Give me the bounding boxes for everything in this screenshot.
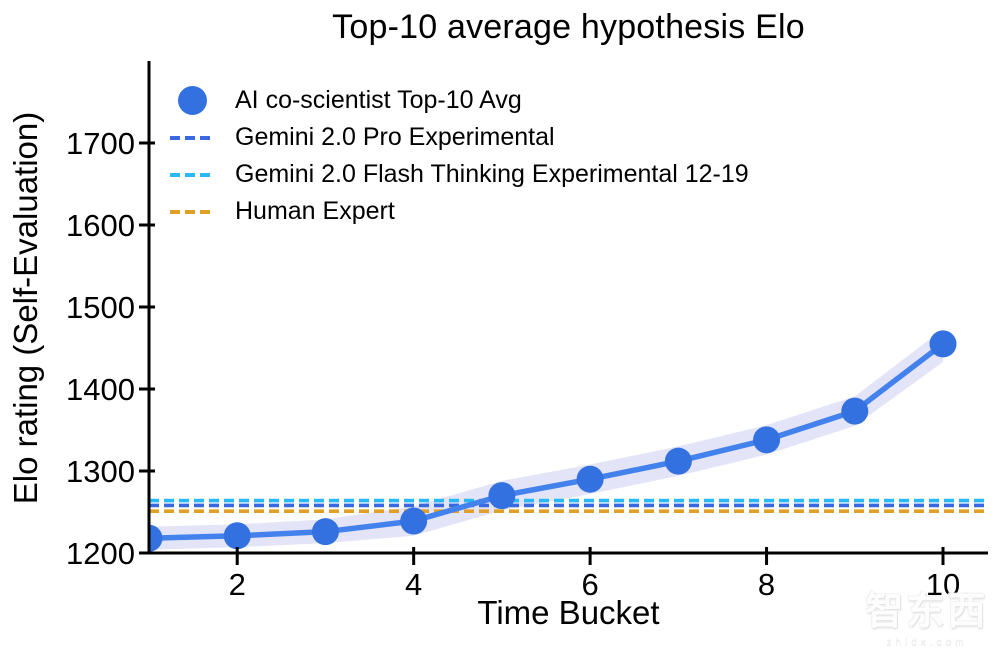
data-point <box>400 507 428 535</box>
data-point <box>223 522 251 550</box>
data-point <box>841 397 869 425</box>
legend-item-gemini-pro: Gemini 2.0 Pro Experimental <box>170 119 749 156</box>
y-tick-label: 1200 <box>66 536 135 571</box>
x-tick-label: 10 <box>926 567 960 602</box>
data-point <box>311 518 339 546</box>
x-tick-label: 4 <box>405 567 422 602</box>
data-point <box>576 465 604 493</box>
y-tick-label: 1300 <box>66 454 135 489</box>
legend-dash-marker-icon <box>170 172 214 177</box>
x-axis-label: Time Bucket <box>477 594 660 631</box>
legend-label: AI co-scientist Top-10 Avg <box>235 86 522 114</box>
y-tick-label: 1500 <box>66 290 135 325</box>
data-point <box>488 482 516 510</box>
data-point <box>929 330 957 358</box>
legend-label: Gemini 2.0 Pro Experimental <box>235 123 555 151</box>
y-tick-label: 1600 <box>66 208 135 243</box>
legend-item-gemini-flash-thinking: Gemini 2.0 Flash Thinking Experimental 1… <box>170 156 749 193</box>
legend-dash-marker-icon <box>170 135 214 140</box>
legend-circle-marker-icon <box>170 86 214 115</box>
legend-dash-marker-icon <box>170 209 214 214</box>
chart-title: Top-10 average hypothesis Elo <box>332 8 805 46</box>
legend-label: Human Expert <box>235 197 395 225</box>
x-tick-label: 2 <box>229 567 246 602</box>
legend-label: Gemini 2.0 Flash Thinking Experimental 1… <box>235 160 749 188</box>
data-point <box>753 426 781 454</box>
series-line <box>149 341 946 541</box>
legend-item-human-expert: Human Expert <box>170 193 749 230</box>
y-tick-label: 1700 <box>66 126 135 161</box>
x-tick-label: 8 <box>758 567 775 602</box>
legend: AI co-scientist Top-10 Avg Gemini 2.0 Pr… <box>170 82 749 230</box>
data-point <box>664 447 692 475</box>
x-tick-label: 6 <box>581 567 598 602</box>
confidence-band <box>149 329 944 550</box>
legend-item-ai-co-scientist: AI co-scientist Top-10 Avg <box>170 82 749 119</box>
data-point <box>149 524 163 552</box>
y-tick-label: 1400 <box>66 372 135 407</box>
